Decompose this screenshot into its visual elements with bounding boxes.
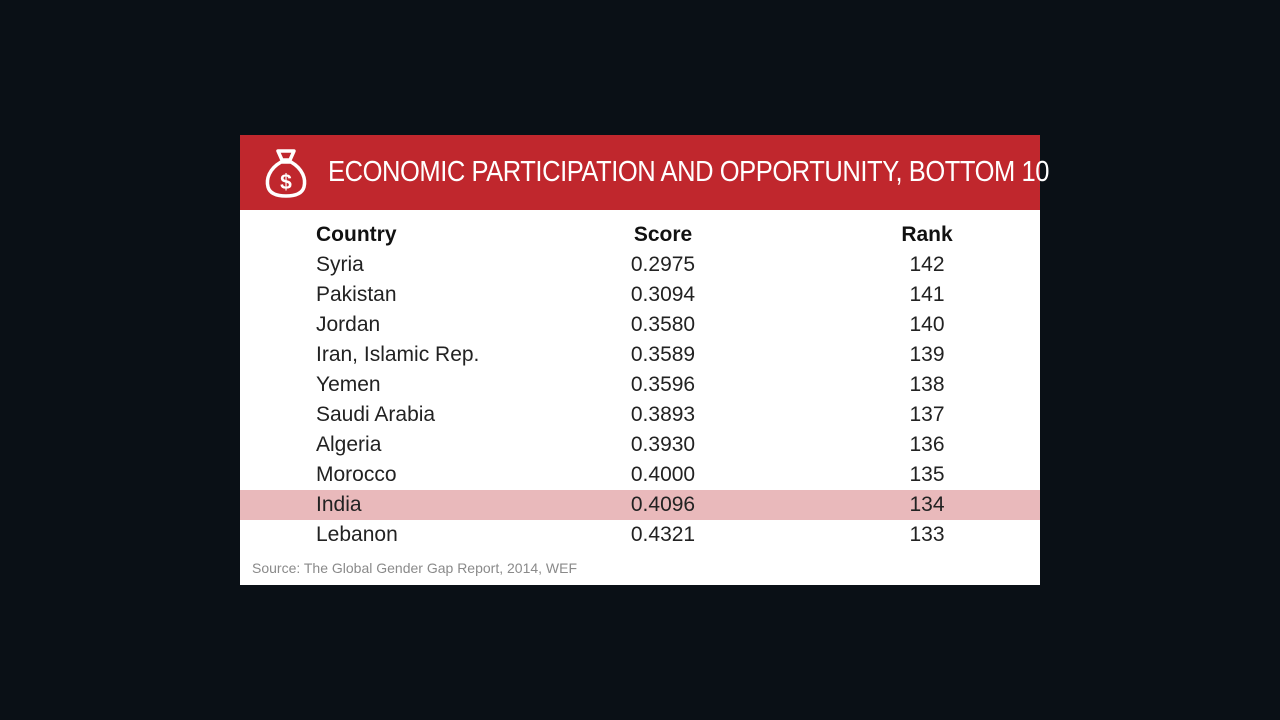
rank-cell: 139 [909, 343, 945, 366]
score-cell: 0.3589 [630, 343, 696, 366]
table-row: Saudi Arabia 0.3893 137 [240, 400, 1040, 430]
rank-cell: 133 [909, 523, 945, 546]
rank-cell: 137 [909, 403, 945, 426]
country-cell: Pakistan [316, 283, 397, 306]
table-header-row: Country Score Rank [240, 220, 1040, 250]
table-row: Yemen 0.3596 138 [240, 370, 1040, 400]
score-cell: 0.3596 [630, 373, 696, 396]
rank-cell: 141 [909, 283, 945, 306]
data-table: Country Score Rank Syria 0.2975 142 Paki… [240, 220, 1040, 550]
country-cell: Yemen [316, 373, 381, 396]
country-cell: Iran, Islamic Rep. [316, 343, 480, 366]
table-row: Iran, Islamic Rep. 0.3589 139 [240, 340, 1040, 370]
country-cell: Morocco [316, 463, 397, 486]
rank-cell: 135 [909, 463, 945, 486]
country-cell: Saudi Arabia [316, 403, 436, 426]
score-cell: 0.3094 [630, 283, 696, 306]
chart-title: ECONOMIC PARTICIPATION AND OPPORTUNITY, … [328, 156, 1050, 188]
table-row: Morocco 0.4000 135 [240, 460, 1040, 490]
svg-text:$: $ [280, 171, 292, 194]
rank-cell: 142 [909, 253, 945, 276]
money-bag-dollar-icon: $ [265, 149, 307, 198]
score-cell: 0.4096 [630, 493, 696, 516]
table-row: Jordan 0.3580 140 [240, 310, 1040, 340]
table-row-highlighted: India 0.4096 134 [240, 490, 1040, 520]
source-note: Source: The Global Gender Gap Report, 20… [252, 560, 578, 576]
table-row: Lebanon 0.4321 133 [240, 520, 1040, 550]
score-cell: 0.3893 [630, 403, 696, 426]
rank-cell: 138 [909, 373, 945, 396]
score-cell: 0.2975 [630, 253, 696, 276]
rank-cell: 134 [909, 493, 945, 516]
table-row: Pakistan 0.3094 141 [240, 280, 1040, 310]
infographic-card: $ ECONOMIC PARTICIPATION AND OPPORTUNITY… [240, 135, 1049, 585]
rank-cell: 136 [909, 433, 945, 456]
country-cell: Algeria [316, 433, 382, 456]
column-header-country: Country [316, 223, 397, 246]
table-row: Syria 0.2975 142 [240, 250, 1040, 280]
column-header-rank: Rank [901, 223, 953, 246]
table-row: Algeria 0.3930 136 [240, 430, 1040, 460]
country-cell: Lebanon [316, 523, 398, 546]
score-cell: 0.3580 [630, 313, 696, 336]
rank-cell: 140 [909, 313, 945, 336]
score-cell: 0.4000 [630, 463, 696, 486]
country-cell: India [316, 493, 362, 516]
country-cell: Syria [316, 253, 364, 276]
column-header-score: Score [633, 223, 693, 246]
country-cell: Jordan [316, 313, 381, 336]
score-cell: 0.4321 [630, 523, 696, 546]
score-cell: 0.3930 [630, 433, 696, 456]
header-banner: $ ECONOMIC PARTICIPATION AND OPPORTUNITY… [240, 135, 1049, 210]
